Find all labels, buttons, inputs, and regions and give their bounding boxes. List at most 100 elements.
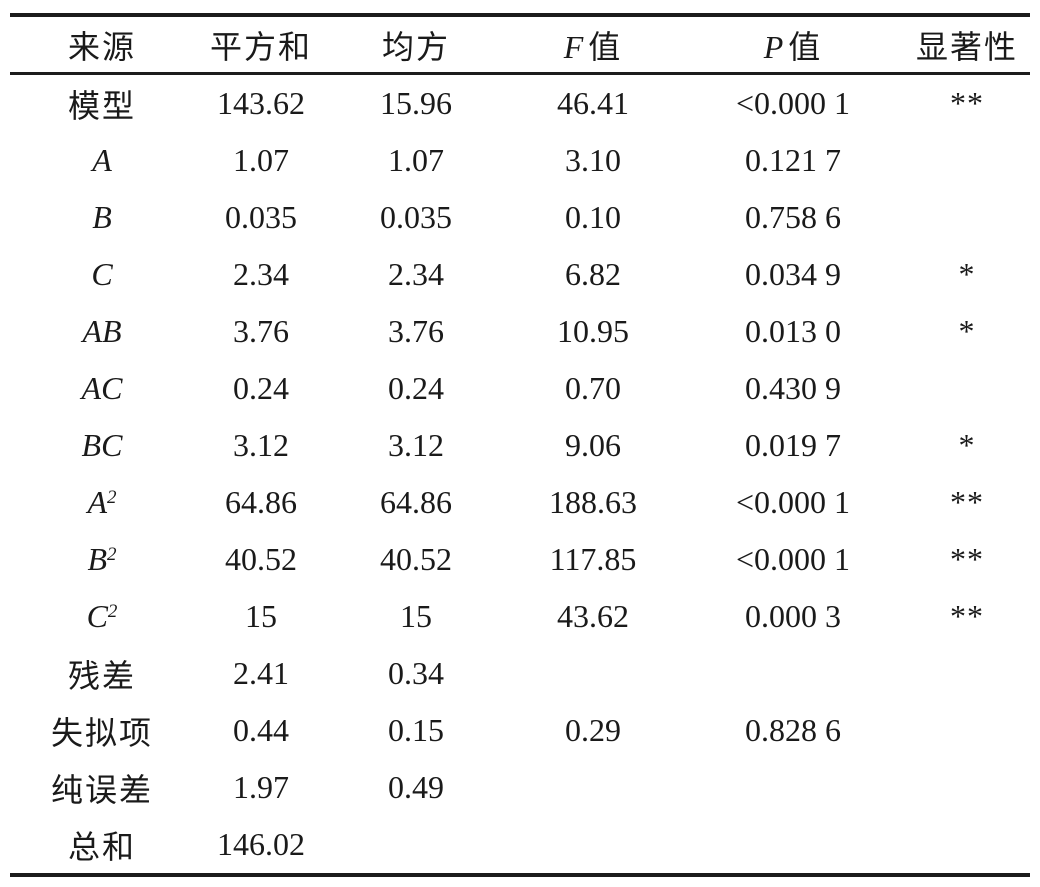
cell-source: 模型 [10,74,194,133]
header-f-em: F [563,28,584,65]
cell-p-value: <0.000 1 [735,484,851,520]
source-exponent: 2 [107,544,117,565]
cell-significance: ** [950,484,984,520]
cell-significance [904,189,1030,246]
cell-f-value: 46.41 [557,85,629,121]
cell-sum-of-squares: 1.97 [233,769,289,805]
cell-mean-square: 15.96 [380,85,452,121]
cell-mean-square: 0.15 [388,712,444,748]
cell-mean-square [328,816,504,875]
cell-f-value [504,759,682,816]
cell-mean-square: 1.07 [388,142,444,178]
cell-source: A2 [10,474,194,531]
cell-sum-of-squares: 3.12 [233,427,289,463]
cell-f-value: 9.06 [565,427,621,463]
cell-significance: * [958,427,976,463]
cell-sum-of-squares: 1.07 [233,142,289,178]
cell-p-value: 0.430 9 [745,370,841,406]
cell-p-value: 0.828 6 [745,712,841,748]
cell-sum-of-squares: 2.41 [233,655,289,691]
table-body: 模型 143.62 15.96 46.41 <0.000 1 ** A 1.07… [10,74,1030,876]
cell-mean-square: 0.34 [388,655,444,691]
cell-significance [904,759,1030,816]
cell-significance [904,132,1030,189]
cell-sum-of-squares: 0.035 [225,199,297,235]
source-exponent: 2 [107,601,118,622]
cell-significance [904,645,1030,702]
cell-sum-of-squares: 40.52 [225,541,297,577]
cell-p-value [682,759,904,816]
cell-mean-square: 64.86 [380,484,452,520]
cell-f-value: 0.29 [565,712,621,748]
cell-mean-square: 3.12 [388,427,444,463]
table-row: B 0.035 0.035 0.10 0.758 6 [10,189,1030,246]
table-row: 模型 143.62 15.96 46.41 <0.000 1 ** [10,74,1030,133]
cell-source: 残差 [10,645,194,702]
table-row: BC 3.12 3.12 9.06 0.019 7 * [10,417,1030,474]
cell-p-value: <0.000 1 [735,541,851,577]
source-label: 模型 [67,87,136,124]
source-label: A [87,484,108,520]
cell-sum-of-squares: 15 [245,598,277,634]
cell-source: 失拟项 [10,702,194,759]
table-row: AB 3.76 3.76 10.95 0.013 0 * [10,303,1030,360]
table-row: 纯误差 1.97 0.49 [10,759,1030,816]
header-sig-label: 显著性 [915,28,1018,65]
header-ms-label: 均方 [381,28,450,65]
cell-significance: ** [950,85,984,121]
table-row: A 1.07 1.07 3.10 0.121 7 [10,132,1030,189]
cell-source: B2 [10,531,194,588]
cell-f-value: 3.10 [565,142,621,178]
cell-source: BC [10,417,194,474]
cell-significance: ** [950,541,984,577]
cell-mean-square: 0.24 [388,370,444,406]
table-row: 总和 146.02 [10,816,1030,875]
source-label: A [92,142,112,178]
cell-source: B [10,189,194,246]
cell-source: AB [10,303,194,360]
cell-significance: ** [950,598,984,634]
cell-mean-square: 2.34 [388,256,444,292]
cell-source: C [10,246,194,303]
source-label: B [87,541,108,577]
cell-mean-square: 0.49 [388,769,444,805]
cell-f-value: 0.70 [565,370,621,406]
source-label: AC [81,370,123,406]
cell-sum-of-squares: 146.02 [217,826,305,862]
header-ss-label: 平方和 [209,28,312,65]
cell-f-value: 188.63 [549,484,637,520]
column-header-mean-square: 均方 [328,15,504,75]
cell-f-value [504,816,682,875]
cell-p-value: 0.034 9 [745,256,841,292]
header-f-label: 值 [588,28,623,65]
table-row: 失拟项 0.44 0.15 0.29 0.828 6 [10,702,1030,759]
cell-sum-of-squares: 0.44 [233,712,289,748]
cell-f-value: 6.82 [565,256,621,292]
table-row: AC 0.24 0.24 0.70 0.430 9 [10,360,1030,417]
source-label: C [91,256,113,292]
source-label: 残差 [67,657,136,694]
cell-p-value: 0.019 7 [745,427,841,463]
cell-sum-of-squares: 0.24 [233,370,289,406]
table-row: 残差 2.41 0.34 [10,645,1030,702]
header-p-em: P [763,28,784,65]
cell-f-value: 43.62 [557,598,629,634]
cell-mean-square: 0.035 [380,199,452,235]
source-label: 失拟项 [50,714,153,751]
table-row: C 2.34 2.34 6.82 0.034 9 * [10,246,1030,303]
cell-p-value: 0.121 7 [745,142,841,178]
source-label: C [86,598,108,634]
cell-source: C2 [10,588,194,645]
cell-f-value: 10.95 [557,313,629,349]
cell-significance: * [958,313,976,349]
cell-significance [904,360,1030,417]
source-label: AB [82,313,122,349]
cell-mean-square: 3.76 [388,313,444,349]
cell-significance: * [958,256,976,292]
cell-p-value: 0.000 3 [745,598,841,634]
